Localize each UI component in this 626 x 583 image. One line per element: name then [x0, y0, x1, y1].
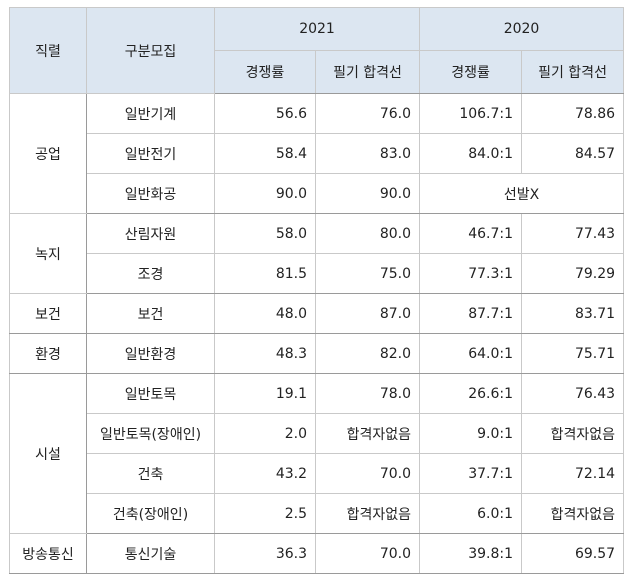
group-label: 보건 — [9, 293, 87, 334]
rate-2021: 36.3 — [214, 533, 316, 574]
table-row: 일반전기 58.4 83.0 84.0:1 84.57 — [10, 133, 625, 174]
table-row: 시설 일반토목 19.1 78.0 26.6:1 76.43 — [9, 373, 625, 534]
row-sub: 보건 — [86, 293, 215, 334]
group-label: 공업 — [9, 93, 87, 214]
cutoff-2021: 78.0 — [314, 373, 421, 414]
row-sub: 조경 — [86, 253, 215, 294]
row-sub: 일반화공 — [86, 173, 215, 214]
cutoff-2020: 75.71 — [521, 333, 625, 374]
rate-2020: 9.0:1 — [419, 413, 523, 454]
table-row: 일반화공 90.0 90.0 선발X — [10, 173, 625, 214]
rate-2021: 58.0 — [214, 213, 316, 254]
header-rate-2021: 경쟁률 — [214, 50, 316, 94]
row-sub: 건축(장애인) — [86, 493, 215, 534]
table-row: 조경 81.5 75.0 77.3:1 79.29 — [10, 253, 625, 294]
table-row: 녹지 산림자원 58.0 80.0 46.7:1 77.43 — [9, 213, 625, 294]
group-label: 환경 — [9, 333, 87, 374]
rate-2021: 19.1 — [214, 373, 316, 414]
rate-2020: 37.7:1 — [419, 453, 523, 494]
rate-2021: 2.5 — [214, 493, 316, 534]
rate-2021: 2.0 — [214, 413, 316, 454]
group-label: 녹지 — [9, 213, 87, 294]
rate-2021: 90.0 — [214, 173, 316, 214]
header-year-2020: 2020 — [419, 7, 625, 51]
cutoff-2020: 83.71 — [521, 293, 625, 334]
row-sub: 일반토목(장애인) — [86, 413, 215, 454]
table-row: 건축 43.2 70.0 37.7:1 72.14 — [10, 453, 625, 494]
row-sub: 일반환경 — [86, 333, 215, 374]
cutoff-2021: 70.0 — [314, 453, 421, 494]
table-row: 건축(장애인) 2.5 합격자없음 6.0:1 합격자없음 — [10, 493, 625, 534]
cutoff-2021: 83.0 — [314, 133, 421, 174]
header-sub: 구분모집 — [86, 7, 215, 94]
table-container: 직렬 구분모집 2021 2020 경쟁률 필기 합격선 경쟁률 필기 합격선 … — [9, 7, 625, 574]
cutoff-2021: 70.0 — [314, 533, 421, 574]
rate-2021: 43.2 — [214, 453, 316, 494]
rate-2020: 6.0:1 — [419, 493, 523, 534]
rate-2020: 77.3:1 — [419, 253, 523, 294]
cutoff-2021: 87.0 — [314, 293, 421, 334]
cutoff-2020: 79.29 — [521, 253, 625, 294]
table-row: 보건 보건 48.0 87.0 87.7:1 83.71 — [9, 293, 625, 334]
cutoff-2021: 90.0 — [314, 173, 421, 214]
table-row: 방송통신 통신기술 36.3 70.0 39.8:1 69.57 — [9, 533, 625, 574]
cutoff-2021: 82.0 — [314, 333, 421, 374]
cutoff-2020: 합격자없음 — [521, 493, 625, 534]
rate-2021: 58.4 — [214, 133, 316, 174]
rate-2021: 81.5 — [214, 253, 316, 294]
header-rate-2020: 경쟁률 — [419, 50, 523, 94]
rate-2021: 48.0 — [214, 293, 316, 334]
group-label: 시설 — [9, 373, 87, 534]
header-row-metrics: 경쟁률 필기 합격선 경쟁률 필기 합격선 — [10, 50, 625, 94]
row-sub: 건축 — [86, 453, 215, 494]
table-row: 일반토목(장애인) 2.0 합격자없음 9.0:1 합격자없음 — [10, 413, 625, 454]
header-year-2021: 2021 — [213, 7, 421, 51]
rate-2020: 64.0:1 — [419, 333, 523, 374]
rate-2020: 39.8:1 — [419, 533, 523, 574]
cutoff-2020: 합격자없음 — [521, 413, 625, 454]
row-sub: 일반토목 — [86, 373, 215, 414]
row-sub: 통신기술 — [86, 533, 215, 574]
cutoff-2021: 75.0 — [314, 253, 421, 294]
header-row-years: 직렬 구분모집 2021 2020 — [9, 7, 625, 94]
cutoff-2021: 76.0 — [314, 93, 421, 134]
rate-2021: 48.3 — [214, 333, 316, 374]
cutoff-2020: 69.57 — [521, 533, 625, 574]
row-sub: 일반기계 — [86, 93, 215, 134]
cutoff-2020: 77.43 — [521, 213, 625, 254]
header-cutoff-2020: 필기 합격선 — [521, 50, 625, 94]
table-row: 공업 일반기계 56.6 76.0 106.7:1 78.86 — [9, 93, 625, 214]
cutoff-2020: 72.14 — [521, 453, 625, 494]
rate-2021: 56.6 — [214, 93, 316, 134]
row-sub: 산림자원 — [86, 213, 215, 254]
cutoff-2020: 78.86 — [521, 93, 625, 134]
group-label: 방송통신 — [9, 533, 87, 574]
merged-2020-note: 선발X — [419, 173, 625, 214]
table-row: 환경 일반환경 48.3 82.0 64.0:1 75.71 — [9, 333, 625, 374]
row-sub: 일반전기 — [86, 133, 215, 174]
cutoff-2020: 84.57 — [521, 133, 625, 174]
rate-2020: 46.7:1 — [419, 213, 523, 254]
cutoff-2021: 합격자없음 — [314, 493, 421, 534]
cutoff-2021: 80.0 — [314, 213, 421, 254]
recruitment-table: 직렬 구분모집 2021 2020 경쟁률 필기 합격선 경쟁률 필기 합격선 … — [9, 7, 625, 574]
cutoff-2021: 합격자없음 — [314, 413, 421, 454]
rate-2020: 87.7:1 — [419, 293, 523, 334]
rate-2020: 26.6:1 — [419, 373, 523, 414]
header-cutoff-2021: 필기 합격선 — [314, 50, 421, 94]
rate-2020: 106.7:1 — [419, 93, 523, 134]
rate-2020: 84.0:1 — [419, 133, 523, 174]
header-category: 직렬 — [9, 7, 87, 94]
cutoff-2020: 76.43 — [521, 373, 625, 414]
